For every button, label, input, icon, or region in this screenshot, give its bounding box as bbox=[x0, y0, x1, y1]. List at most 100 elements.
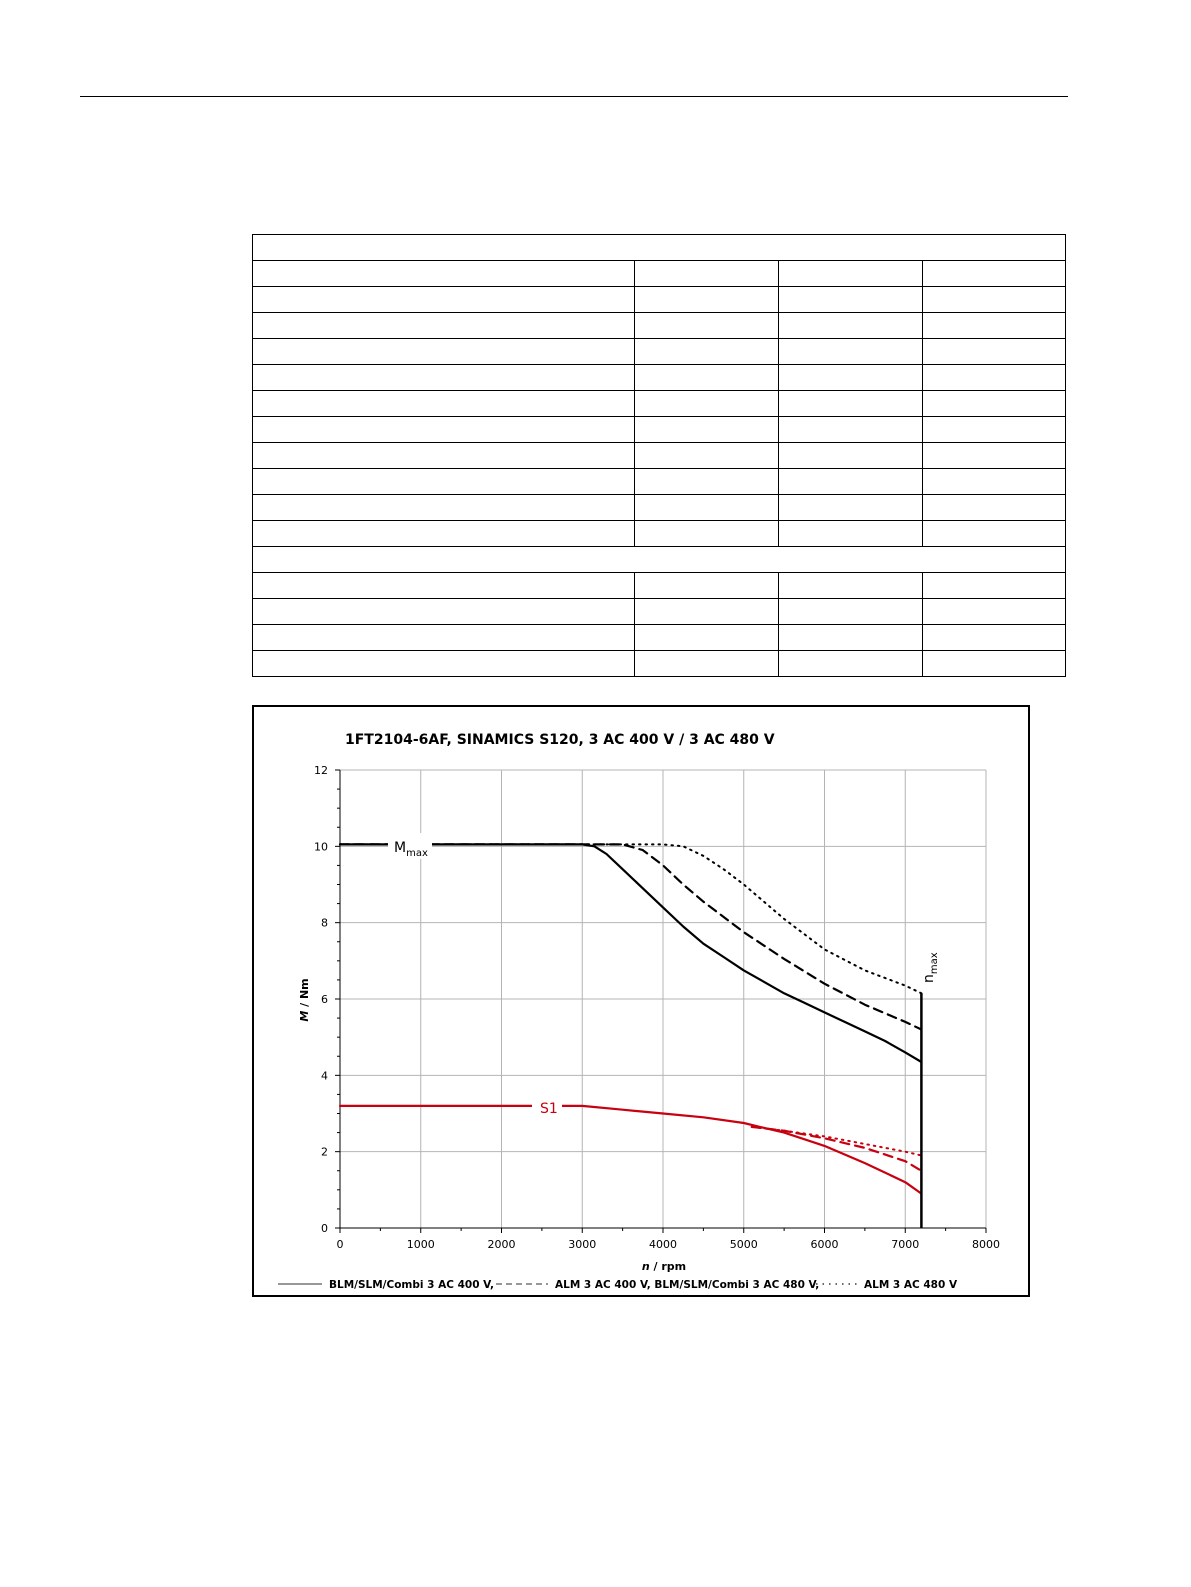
table-row bbox=[252, 442, 1066, 469]
table-row bbox=[252, 338, 1066, 365]
mmax-label-mask bbox=[388, 833, 432, 859]
table-cell bbox=[634, 312, 779, 339]
table-cell bbox=[634, 416, 779, 443]
table-cell bbox=[252, 338, 635, 365]
table-cell bbox=[252, 598, 635, 625]
table-cell bbox=[778, 520, 923, 547]
table-cell bbox=[634, 364, 779, 391]
table-cell bbox=[778, 260, 923, 287]
table-cell bbox=[634, 520, 779, 547]
mmax-curve-dotted bbox=[339, 843, 923, 995]
grid bbox=[340, 769, 987, 1228]
legend: BLM/SLM/Combi 3 AC 400 V, ALM 3 AC 400 V… bbox=[278, 1279, 958, 1291]
table-row bbox=[252, 468, 1066, 495]
table-section-header bbox=[252, 546, 1066, 573]
table-cell bbox=[634, 338, 779, 365]
table-cell bbox=[922, 494, 1066, 521]
table-cell bbox=[778, 650, 923, 677]
table-cell bbox=[922, 442, 1066, 469]
y-tick-label: 4 bbox=[321, 1069, 328, 1082]
table-row bbox=[252, 572, 1066, 599]
table-cell bbox=[778, 416, 923, 443]
table-cell bbox=[922, 468, 1066, 495]
table-cell bbox=[252, 546, 1066, 573]
x-tick-label: 6000 bbox=[811, 1238, 839, 1251]
table-cell bbox=[922, 598, 1066, 625]
table-cell bbox=[778, 624, 923, 651]
table-cell bbox=[634, 624, 779, 651]
table-cell bbox=[922, 338, 1066, 365]
table-cell bbox=[634, 390, 779, 417]
table-cell bbox=[252, 442, 635, 469]
table-cell bbox=[922, 650, 1066, 677]
y-axis-label: M / Nm bbox=[298, 978, 311, 1021]
table-cell bbox=[778, 442, 923, 469]
table-row bbox=[252, 650, 1066, 677]
table-cell bbox=[778, 338, 923, 365]
y-tick-label: 6 bbox=[321, 993, 328, 1006]
nmax-label: nmax bbox=[921, 952, 940, 983]
table-cell bbox=[922, 572, 1066, 599]
table-row bbox=[252, 260, 1066, 287]
table-cell bbox=[778, 468, 923, 495]
series bbox=[338, 843, 923, 1195]
table-cell bbox=[634, 442, 779, 469]
table-cell bbox=[252, 286, 635, 313]
s1-curve-dotted bbox=[750, 1125, 923, 1157]
y-tick-label: 8 bbox=[321, 917, 328, 930]
x-tick-label: 1000 bbox=[407, 1238, 435, 1251]
table-cell bbox=[252, 468, 635, 495]
axis-ticks: 0 1000 2000 3000 4000 5000 6000 7000 8000 0 2 4 6 8 10… bbox=[314, 764, 1000, 1251]
table-cell bbox=[634, 494, 779, 521]
table-cell bbox=[634, 650, 779, 677]
table-cell bbox=[252, 624, 635, 651]
y-tick-label: 10 bbox=[314, 840, 328, 853]
table-cell bbox=[778, 390, 923, 417]
table-row bbox=[252, 598, 1066, 625]
table-cell bbox=[634, 260, 779, 287]
table-cell bbox=[634, 572, 779, 599]
y-tick-label: 2 bbox=[321, 1146, 328, 1159]
table-cell bbox=[778, 494, 923, 521]
table-cell bbox=[252, 416, 635, 443]
x-tick-label: 3000 bbox=[568, 1238, 596, 1251]
table-cell bbox=[252, 390, 635, 417]
table-row bbox=[252, 416, 1066, 443]
table-cell bbox=[922, 286, 1066, 313]
table-section-header bbox=[252, 234, 1066, 261]
table-cell bbox=[634, 598, 779, 625]
legend-label-solid: BLM/SLM/Combi 3 AC 400 V, bbox=[329, 1279, 494, 1291]
table-cell bbox=[778, 312, 923, 339]
table-cell bbox=[778, 286, 923, 313]
table-cell bbox=[922, 364, 1066, 391]
x-tick-label: 2000 bbox=[488, 1238, 516, 1251]
s1-curve-solid bbox=[338, 1104, 923, 1195]
table-cell bbox=[634, 286, 779, 313]
torque-speed-chart: 0 1000 2000 3000 4000 5000 6000 7000 8000 0 2 4 6 8 10… bbox=[278, 732, 1000, 1291]
legend-label-dotted: ALM 3 AC 480 V bbox=[864, 1279, 958, 1291]
table-cell bbox=[252, 650, 635, 677]
table-cell bbox=[778, 598, 923, 625]
s1-curve-dashed bbox=[750, 1125, 923, 1172]
table-cell bbox=[922, 520, 1066, 547]
y-tick-label: 12 bbox=[314, 764, 328, 777]
y-tick-label: 0 bbox=[321, 1222, 328, 1235]
table-cell bbox=[252, 260, 635, 287]
table-cell bbox=[922, 312, 1066, 339]
page-header-rule bbox=[80, 96, 1068, 97]
table-cell bbox=[922, 390, 1066, 417]
table-cell bbox=[778, 364, 923, 391]
table-cell bbox=[922, 624, 1066, 651]
s1-label-mask bbox=[532, 1097, 562, 1117]
table-cell bbox=[922, 260, 1066, 287]
table-cell bbox=[252, 572, 635, 599]
table-cell bbox=[252, 520, 635, 547]
table-cell bbox=[252, 234, 1066, 261]
x-axis-label: n / rpm bbox=[642, 1260, 686, 1273]
table-cell bbox=[252, 312, 635, 339]
mmax-label: Mmax bbox=[394, 840, 428, 859]
table-cell bbox=[778, 572, 923, 599]
chart-title: 1FT2104-6AF, SINAMICS S120, 3 AC 400 V /… bbox=[345, 732, 775, 748]
legend-label-dashed: ALM 3 AC 400 V, BLM/SLM/Combi 3 AC 480 V… bbox=[555, 1279, 819, 1291]
mmax-curve-solid bbox=[338, 843, 923, 1064]
